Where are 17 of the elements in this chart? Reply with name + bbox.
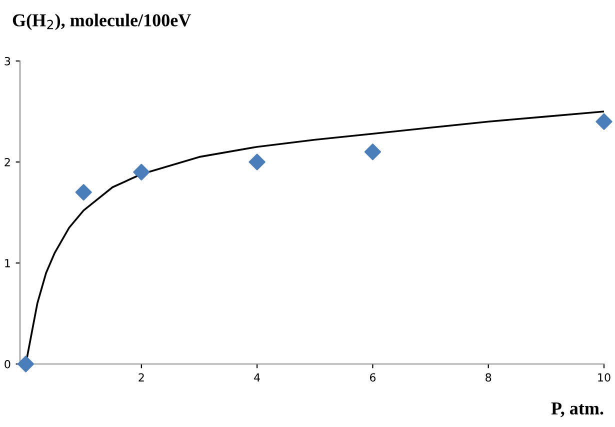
point bbox=[596, 113, 612, 130]
point bbox=[364, 144, 382, 160]
y-tick-label: 2 bbox=[4, 158, 10, 166]
x-axis-title: P, atm. bbox=[551, 402, 604, 418]
y-tick-label: 3 bbox=[4, 56, 10, 66]
x-tick-label: 8 bbox=[486, 373, 492, 382]
x-tick-label: 4 bbox=[254, 373, 260, 382]
x-tick-label: 2 bbox=[138, 373, 144, 382]
x-tick-label: 6 bbox=[370, 373, 376, 382]
point bbox=[75, 184, 92, 201]
point bbox=[17, 356, 34, 372]
point bbox=[133, 164, 150, 180]
point bbox=[248, 154, 266, 170]
y-axis-title: G(H$_{2}$), molecule/100eV bbox=[12, 14, 191, 30]
y-tick-label: 1 bbox=[5, 259, 10, 268]
x-tick-label: 10 bbox=[598, 373, 610, 382]
y-tick-label: 0 bbox=[4, 360, 10, 368]
